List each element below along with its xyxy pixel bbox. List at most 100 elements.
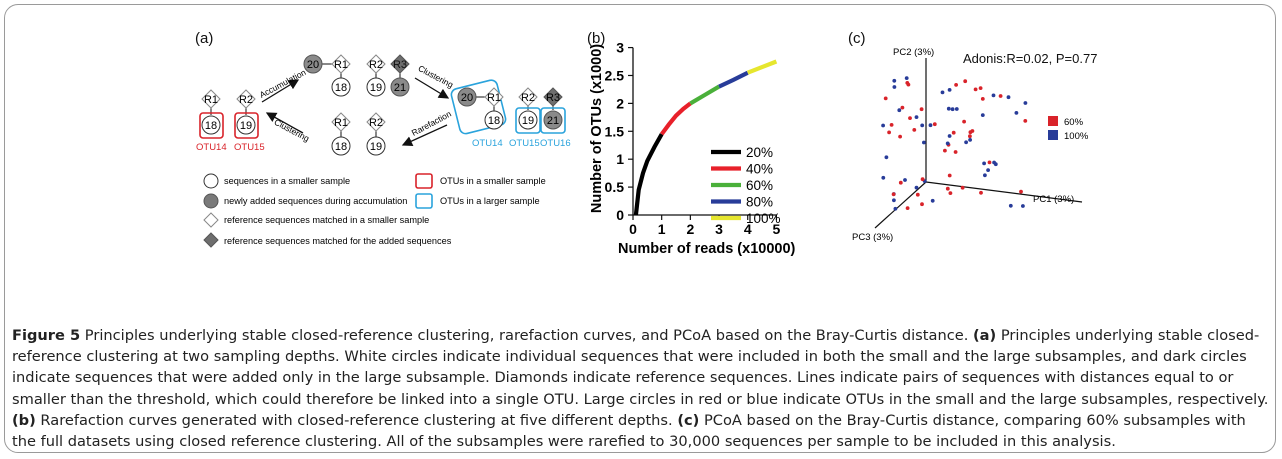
- otu14-blue-box: [450, 79, 507, 135]
- otu16-label: OTU16: [540, 138, 571, 149]
- otu15-blue-box: [515, 107, 541, 134]
- seq-19-label: 19: [522, 115, 534, 127]
- pcoa-point: [987, 160, 992, 165]
- added-sequence-circle: [457, 87, 477, 107]
- y-tick-label: 3: [616, 40, 624, 56]
- legend-blue-box-label: OTUs in a larger sample: [440, 196, 540, 206]
- seq-18-label: 18: [335, 82, 347, 94]
- pcoa-point: [898, 180, 903, 185]
- white-circle-icon: [203, 173, 219, 189]
- legend-label: 20%: [746, 145, 773, 160]
- pcoa-point: [960, 185, 965, 190]
- added-sequence-circle: [303, 54, 323, 74]
- pcoa-point: [912, 127, 917, 132]
- x-tick-label: 4: [744, 221, 752, 237]
- panel-a-legend: sequences in a smaller sample newly adde…: [203, 173, 546, 248]
- pcoa-point: [964, 140, 968, 145]
- pcoa-point: [915, 192, 920, 197]
- pcoa-point: [892, 85, 897, 89]
- panel-b-chart: (b) 0 0.5 1 1.5 2 2.5 3 0 1 2 3 4 5 Number of reads (…: [587, 30, 796, 257]
- series-line-100pct: [746, 59, 778, 75]
- legend-60-swatch: [1048, 116, 1058, 126]
- legend-100-label: 100%: [1064, 131, 1089, 142]
- legend-label: 60%: [746, 178, 773, 193]
- y-tick-label: 2: [616, 95, 624, 111]
- caption-c-text: PCoA based on the Bray-Curtis distance, …: [12, 411, 1246, 451]
- clustering-left-label: Clustering: [273, 117, 312, 144]
- legend-red-box-label: OTUs in a smaller sample: [440, 176, 546, 186]
- figure-frame: [4, 4, 1276, 453]
- r2-label: R2: [369, 117, 383, 129]
- large-sample-group: 20 R1 R2 R3 18 19 21 OTU14 OTU15 OTU16: [450, 79, 571, 149]
- otu16-blue-box: [540, 107, 566, 134]
- pcoa-point: [980, 97, 985, 101]
- seq-18-label: 18: [335, 141, 347, 153]
- rarefied-group: R1 R2 18 19: [331, 112, 386, 156]
- pcoa-point: [963, 79, 968, 84]
- legend-100-swatch: [1048, 130, 1058, 140]
- pcoa-point: [1021, 204, 1025, 208]
- seq-21-label: 21: [547, 115, 559, 127]
- pcoa-point: [947, 134, 952, 138]
- y-tick-label: 0: [616, 207, 624, 223]
- added-reference-diamond: [390, 54, 410, 74]
- seq-19-label: 19: [370, 82, 382, 94]
- sequence-circle: [518, 110, 538, 130]
- y-axis-label: Number of OTUs (x1000): [589, 44, 605, 213]
- pcoa-point: [951, 130, 956, 135]
- caption-title: Principles underlying stable closed-refe…: [80, 327, 973, 344]
- caption-a-label: (a): [972, 327, 997, 344]
- pcoa-point: [881, 123, 885, 128]
- pcoa-point: [962, 119, 966, 124]
- series-line-80pct: [718, 70, 749, 89]
- legend-white-circle-label: sequences in a smaller sample: [224, 176, 350, 186]
- pcoa-point: [920, 202, 924, 207]
- pcoa-point: [968, 138, 972, 142]
- added-sequence-circle: [543, 110, 563, 130]
- seq-18-label: 18: [205, 120, 217, 132]
- accumulation-label: Accumulation: [258, 67, 308, 100]
- r2-label: R2: [521, 92, 535, 104]
- rarefaction-arrow: [401, 124, 448, 146]
- r3-label: R3: [393, 59, 407, 71]
- pcoa-point: [900, 105, 905, 110]
- pc2-label: PC2 (3%): [893, 47, 934, 58]
- pcoa-point: [979, 190, 983, 195]
- pcoa-point: [930, 198, 935, 203]
- added-reference-diamond: [543, 87, 563, 107]
- pcoa-point: [945, 141, 950, 146]
- otu15-red-box: [234, 112, 259, 139]
- chart-axes: 0 0.5 1 1.5 2 2.5 3 0 1 2 3 4 5 Number of reads (x100…: [589, 40, 796, 257]
- r1-label: R1: [334, 59, 348, 71]
- pcoa-point: [1023, 119, 1028, 123]
- y-tick-label: 1: [616, 151, 624, 167]
- reference-diamond: [236, 89, 256, 109]
- pcoa-point: [1023, 101, 1028, 105]
- pcoa-point: [968, 134, 972, 139]
- pcoa-point: [919, 107, 924, 112]
- panel-a: (a) R1 R2 18 19 OTU14 OTU15 20: [195, 30, 571, 248]
- pcoa-point: [998, 94, 1003, 98]
- otu15-label: OTU15: [234, 142, 265, 153]
- pcoa-point: [883, 96, 888, 101]
- pcoa-point: [908, 116, 912, 120]
- seq-20-label: 20: [461, 92, 473, 104]
- adonis-annotation: Adonis:R=0.02, P=0.77: [963, 51, 1097, 66]
- legend-gray-diamond-label: reference sequences matched for the adde…: [224, 236, 452, 246]
- gray-diamond-icon: [203, 232, 219, 248]
- chart-legend: 20% 40%60% 80%100%: [711, 145, 781, 226]
- pcoa-point: [978, 86, 983, 90]
- panel-a-label: (a): [195, 30, 213, 47]
- pc3-axis: [874, 181, 927, 229]
- pcoa-point: [932, 122, 937, 127]
- y-tick-label: 0.5: [605, 179, 625, 195]
- pcoa-point: [928, 123, 933, 128]
- r2-label: R2: [239, 94, 253, 106]
- legend-label: 80%: [746, 195, 773, 210]
- x-tick-label: 0: [629, 221, 637, 237]
- accumulation-arrow: [261, 79, 300, 103]
- otu14-red-box: [199, 112, 224, 139]
- pcoa-point: [905, 206, 910, 211]
- white-diamond-icon: [203, 212, 219, 228]
- caption-b-text: Rarefaction curves generated with closed…: [35, 411, 678, 429]
